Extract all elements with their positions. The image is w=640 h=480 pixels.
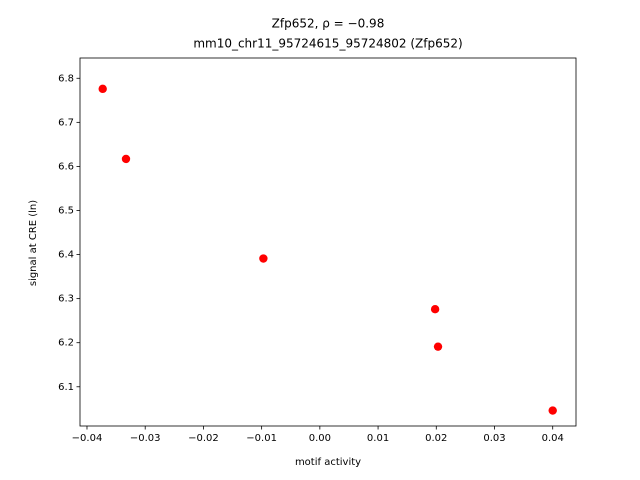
point	[259, 254, 268, 263]
y-tick-label: 6.5	[58, 205, 74, 216]
point	[433, 342, 443, 351]
x-tick-label: 0.00	[309, 433, 331, 444]
y-tick-label: 6.3	[58, 294, 74, 305]
y-tick-label: 6.7	[58, 117, 74, 128]
x-axis-label: motif activity	[295, 457, 361, 468]
x-tick-label: 0.01	[367, 433, 389, 444]
x-tick-label: −0.02	[188, 433, 219, 444]
point	[430, 305, 440, 314]
x-tick-label: −0.04	[72, 433, 103, 444]
y-tick-label: 6.2	[58, 338, 74, 349]
x-tick-label: 0.03	[483, 433, 505, 444]
chart-subtitle: mm10_chr11_95724615_95724802 (Zfp652)	[193, 37, 462, 51]
chart-title: Zfp652, ρ = −0.98	[272, 17, 385, 31]
x-tick-label: −0.01	[246, 433, 277, 444]
plot-frame	[79, 57, 577, 427]
point	[548, 406, 557, 415]
x-tick-label: 0.02	[425, 433, 447, 444]
y-tick-label: 6.8	[58, 73, 74, 84]
y-tick-label: 6.6	[58, 161, 74, 172]
point	[98, 84, 107, 94]
x-tick-label: 0.04	[542, 433, 564, 444]
y-tick-label: 6.1	[58, 382, 74, 393]
y-tick-label: 6.4	[58, 250, 74, 261]
y-axis-label: signal at CRE (ln)	[28, 200, 39, 286]
x-tick-label: −0.03	[130, 433, 161, 444]
point	[121, 154, 131, 164]
